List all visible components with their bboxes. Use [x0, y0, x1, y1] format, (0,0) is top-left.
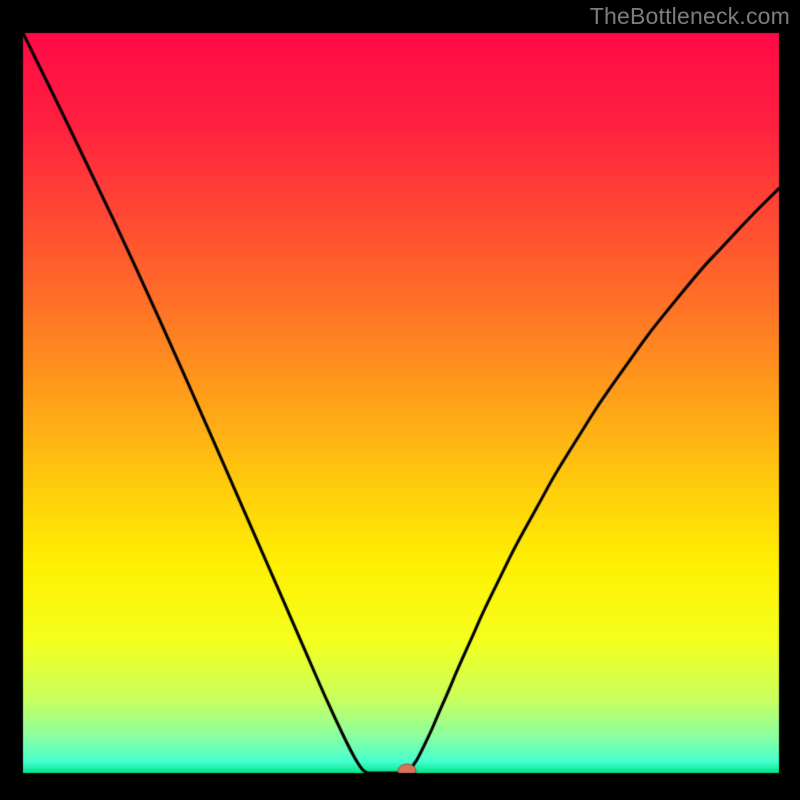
bottleneck-chart-canvas: [0, 0, 800, 800]
chart-stage: TheBottleneck.com: [0, 0, 800, 800]
